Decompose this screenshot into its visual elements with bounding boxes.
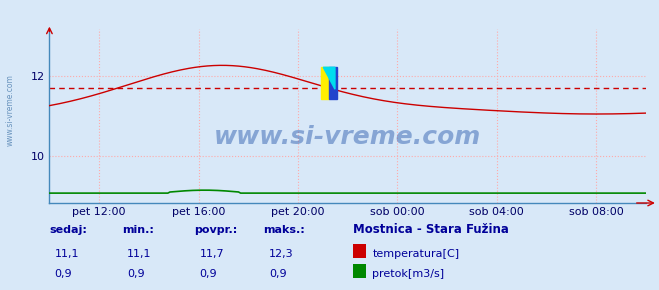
Text: sedaj:: sedaj: bbox=[49, 225, 87, 235]
Text: povpr.:: povpr.: bbox=[194, 225, 238, 235]
Text: 0,9: 0,9 bbox=[200, 269, 217, 279]
Text: www.si-vreme.com: www.si-vreme.com bbox=[5, 74, 14, 146]
Text: 0,9: 0,9 bbox=[269, 269, 287, 279]
Text: Mostnica - Stara Fužina: Mostnica - Stara Fužina bbox=[353, 224, 509, 236]
Text: www.si-vreme.com: www.si-vreme.com bbox=[214, 125, 481, 149]
Text: 11,1: 11,1 bbox=[55, 249, 79, 259]
Text: min.:: min.: bbox=[122, 225, 154, 235]
Bar bbox=[321, 67, 329, 99]
Text: 0,9: 0,9 bbox=[127, 269, 145, 279]
Text: temperatura[C]: temperatura[C] bbox=[372, 249, 459, 259]
Text: 11,7: 11,7 bbox=[200, 249, 224, 259]
Polygon shape bbox=[324, 67, 335, 89]
Text: 0,9: 0,9 bbox=[55, 269, 72, 279]
Bar bbox=[329, 67, 337, 99]
Text: 11,1: 11,1 bbox=[127, 249, 152, 259]
Text: maks.:: maks.: bbox=[264, 225, 305, 235]
Text: pretok[m3/s]: pretok[m3/s] bbox=[372, 269, 444, 279]
Text: 12,3: 12,3 bbox=[269, 249, 293, 259]
